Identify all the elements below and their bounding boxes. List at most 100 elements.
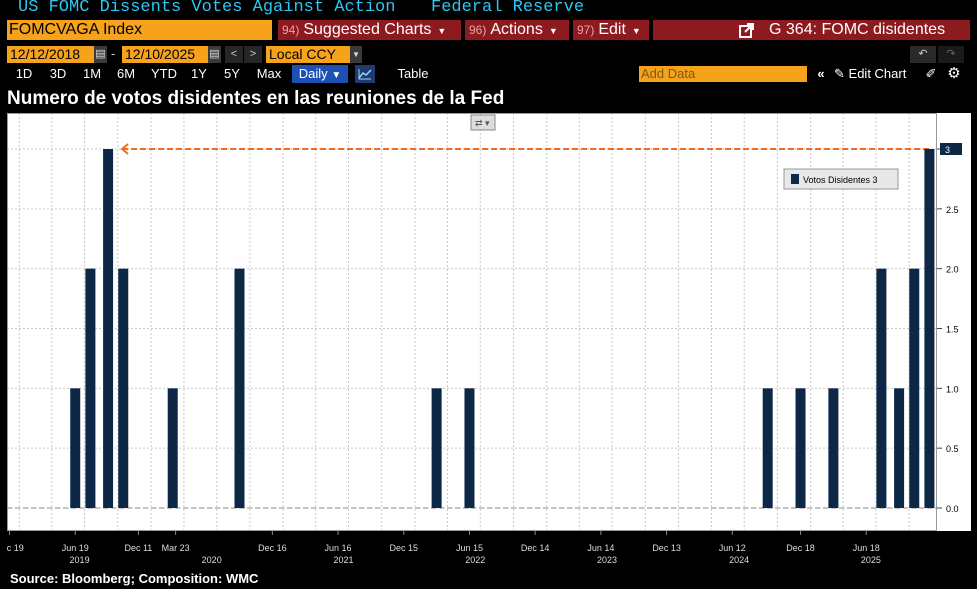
caret-down-icon: ▼ xyxy=(631,26,641,36)
bar xyxy=(909,268,920,508)
edit-menu[interactable]: 97) Edit ▼ xyxy=(573,20,649,40)
y-tick-label: 3 xyxy=(945,145,950,155)
x-tick-label: Dec 16 xyxy=(258,543,287,553)
source-footer: Source: Bloomberg; Composition: WMC xyxy=(10,571,259,586)
year-label: 2024 xyxy=(729,555,749,565)
edit-number: 97) xyxy=(577,23,595,37)
security-header: US FOMC Dissents Votes Against Action Fe… xyxy=(0,0,977,18)
period-ytd-button[interactable]: YTD xyxy=(151,66,177,81)
chevron-left-icon[interactable]: < xyxy=(225,46,243,63)
calendar-icon[interactable]: ▤ xyxy=(94,46,107,63)
bar xyxy=(85,268,96,508)
annotate-icon[interactable]: ✐ xyxy=(925,66,937,81)
suggested-charts-menu[interactable]: 94) Suggested Charts ▼ xyxy=(278,20,461,40)
bar xyxy=(234,268,245,508)
actions-menu[interactable]: 96) Actions ▼ xyxy=(465,20,569,40)
pencil-icon: ✎ xyxy=(834,66,845,81)
calendar-icon[interactable]: ▤ xyxy=(208,46,221,63)
ticker-field[interactable]: FOMCVAGA Index xyxy=(7,20,272,40)
bar-chart[interactable]: 0.0 0.5 1.0 1.5 2.0 2.5 3 Votos Disidentes 3 ⇄ ▾… xyxy=(0,113,971,571)
bar xyxy=(828,388,839,508)
legend-swatch xyxy=(791,174,799,184)
date-range-bar: 12/12/2018 ▤ - 12/10/2025 ▤ < > Local CC… xyxy=(0,46,977,64)
suggested-charts-number: 94) xyxy=(282,23,300,37)
edit-label: Edit xyxy=(598,21,626,38)
period-max-button[interactable]: Max xyxy=(256,66,282,81)
y-tick-label: 0.0 xyxy=(946,504,959,514)
y-tick-label: 1.5 xyxy=(946,325,959,335)
bar xyxy=(894,388,905,508)
security-description: US FOMC Dissents Votes Against Action xyxy=(18,0,396,17)
period-5y-button[interactable]: 5Y xyxy=(224,66,240,81)
x-tick-label: Dec 15 xyxy=(390,543,419,553)
x-axis-strip xyxy=(7,531,971,571)
edit-chart-button[interactable]: ✎ Edit Chart xyxy=(834,65,920,83)
period-1d-button[interactable]: 1D xyxy=(15,66,33,81)
x-tick-label: Jun 18 xyxy=(853,543,880,553)
caret-down-icon: ▼ xyxy=(331,70,342,81)
year-label: 2020 xyxy=(202,555,222,565)
y-tick-label: 2.0 xyxy=(946,265,959,275)
x-tick-label: Jun 15 xyxy=(456,543,483,553)
source-name: Federal Reserve xyxy=(431,0,585,17)
x-tick-label: Jun 14 xyxy=(587,543,614,553)
launch-icon[interactable] xyxy=(739,23,754,38)
bar xyxy=(924,149,935,508)
period-bar: 1D 3D 1M 6M YTD 1Y 5Y Max Daily ▼ Table Add Dat… xyxy=(0,65,977,83)
year-label: 2022 xyxy=(465,555,485,565)
x-tick-label: Jun 16 xyxy=(325,543,352,553)
x-tick-label: Dec 11 xyxy=(124,543,152,553)
period-1m-button[interactable]: 1M xyxy=(82,66,102,81)
redo-icon[interactable]: ↷ xyxy=(938,46,964,63)
bar xyxy=(167,388,178,508)
chart-type-glyph: ⇄ ▾ xyxy=(475,118,490,128)
caret-down-icon: ▼ xyxy=(437,26,447,36)
chart-type-icon xyxy=(470,114,496,131)
chart-area[interactable]: 0.0 0.5 1.0 1.5 2.0 2.5 3 Votos Disidentes 3 ⇄ ▾… xyxy=(0,113,971,571)
bar xyxy=(118,268,129,508)
period-3d-button[interactable]: 3D xyxy=(49,66,67,81)
actions-label: Actions xyxy=(490,21,543,38)
actions-number: 96) xyxy=(469,23,487,37)
table-button[interactable]: Table xyxy=(397,66,429,81)
bar xyxy=(876,268,887,508)
currency-select[interactable]: Local CCY xyxy=(266,46,350,63)
y-tick-label: 2.5 xyxy=(946,205,959,215)
y-tick-label: 0.5 xyxy=(946,444,959,454)
frequency-select[interactable]: Daily ▼ xyxy=(292,65,348,83)
period-6m-button[interactable]: 6M xyxy=(116,66,136,81)
add-data-input[interactable]: Add Data xyxy=(639,66,807,82)
chart-id-bar[interactable]: G 364: FOMC disidentes xyxy=(653,20,970,40)
x-tick-label: Mar 23 xyxy=(162,543,190,553)
chevron-right-icon[interactable]: > xyxy=(244,46,262,63)
x-tick-label: Dec 14 xyxy=(521,543,550,553)
bar xyxy=(795,388,806,508)
year-label: 2023 xyxy=(597,555,617,565)
command-bar: FOMCVAGA Index 94) Suggested Charts ▼ 96) A… xyxy=(0,18,977,42)
year-label: 2019 xyxy=(70,555,90,565)
last-value-badge xyxy=(940,143,962,155)
year-label: 2025 xyxy=(861,555,881,565)
x-tick-label: Dec 13 xyxy=(652,543,681,553)
collapse-icon[interactable]: « xyxy=(817,66,825,81)
legend-label: Votos Disidentes 3 xyxy=(803,175,878,185)
bar xyxy=(762,388,773,508)
x-tick-label: Dec 19 xyxy=(7,543,24,553)
period-1y-button[interactable]: 1Y xyxy=(191,66,207,81)
bar xyxy=(431,388,442,508)
edit-chart-label: Edit Chart xyxy=(848,66,907,81)
y-tick-label: 1.0 xyxy=(946,384,959,394)
gear-icon[interactable]: ⚙ xyxy=(947,65,961,82)
undo-icon[interactable]: ↶ xyxy=(910,46,936,63)
plot-frame xyxy=(7,113,937,531)
x-tick-label: Dec 18 xyxy=(786,543,815,553)
start-date-field[interactable]: 12/12/2018 xyxy=(7,46,94,63)
line-chart-icon[interactable] xyxy=(355,65,375,83)
frequency-label: Daily xyxy=(298,66,328,81)
end-date-field[interactable]: 12/10/2025 xyxy=(122,46,208,63)
caret-down-icon[interactable]: ▼ xyxy=(350,46,362,63)
chart-id: G 364: FOMC disidentes xyxy=(769,21,946,38)
chart-title: Numero de votos disidentes en las reunio… xyxy=(7,88,505,109)
bar xyxy=(464,388,475,508)
x-tick-label: Jun 12 xyxy=(719,543,746,553)
